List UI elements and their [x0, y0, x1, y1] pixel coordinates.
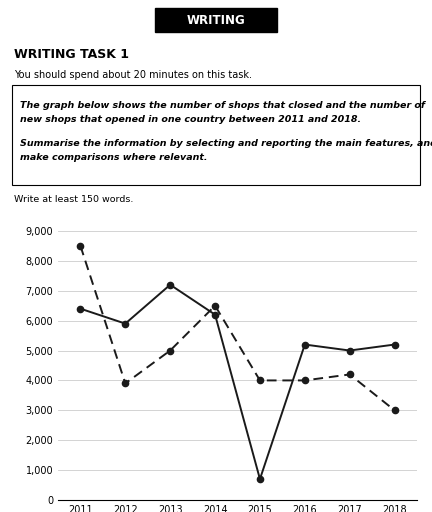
Text: WRITING: WRITING — [187, 13, 245, 27]
Text: Summarise the information by selecting and reporting the main features, and: Summarise the information by selecting a… — [20, 139, 432, 147]
Text: The graph below shows the number of shops that closed and the number of: The graph below shows the number of shop… — [20, 100, 425, 110]
Text: make comparisons where relevant.: make comparisons where relevant. — [20, 154, 207, 162]
Legend: Closures, Openings: Closures, Openings — [153, 161, 322, 179]
Text: Write at least 150 words.: Write at least 150 words. — [14, 196, 133, 204]
Text: You should spend about 20 minutes on this task.: You should spend about 20 minutes on thi… — [14, 70, 252, 80]
Text: WRITING TASK 1: WRITING TASK 1 — [14, 49, 129, 61]
Title: Number of shop closures and openings 2011–2018: Number of shop closures and openings 201… — [70, 164, 404, 177]
Text: new shops that opened in one country between 2011 and 2018.: new shops that opened in one country bet… — [20, 116, 361, 124]
